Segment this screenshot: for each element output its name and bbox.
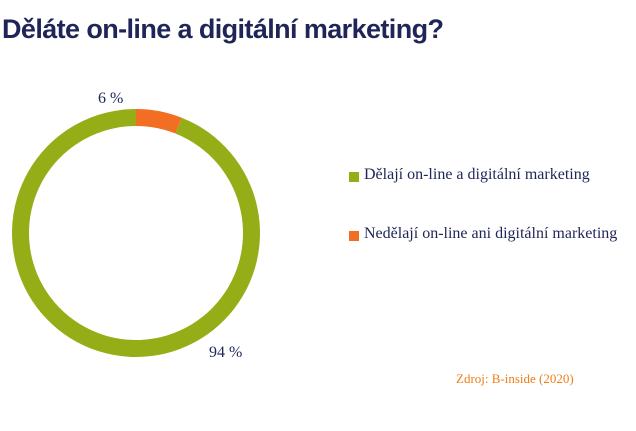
legend-label-doing: Dělají on-line a digitální marketing: [364, 166, 590, 183]
chart-title: Děláte on-line a digitální marketing?: [2, 14, 444, 44]
slice-not-doing-marketing: [136, 109, 182, 134]
source-note: Zdroj: B-inside (2020): [456, 371, 574, 386]
slice-doing-marketing: [11, 109, 261, 357]
legend-item-not-doing: Nedělají on-line ani digitální marketing: [349, 224, 619, 244]
slice-label-doing: 94 %: [209, 344, 243, 361]
legend-swatch-not-doing: [349, 231, 359, 241]
legend-swatch-doing: [349, 172, 359, 182]
chart-legend: Dělají on-line a digitální marketing Ned…: [349, 165, 619, 283]
legend-label-not-doing: Nedělají on-line ani digitální marketing: [364, 225, 618, 242]
legend-item-doing: Dělají on-line a digitální marketing: [349, 165, 619, 185]
slice-label-not-doing: 6 %: [98, 90, 124, 107]
